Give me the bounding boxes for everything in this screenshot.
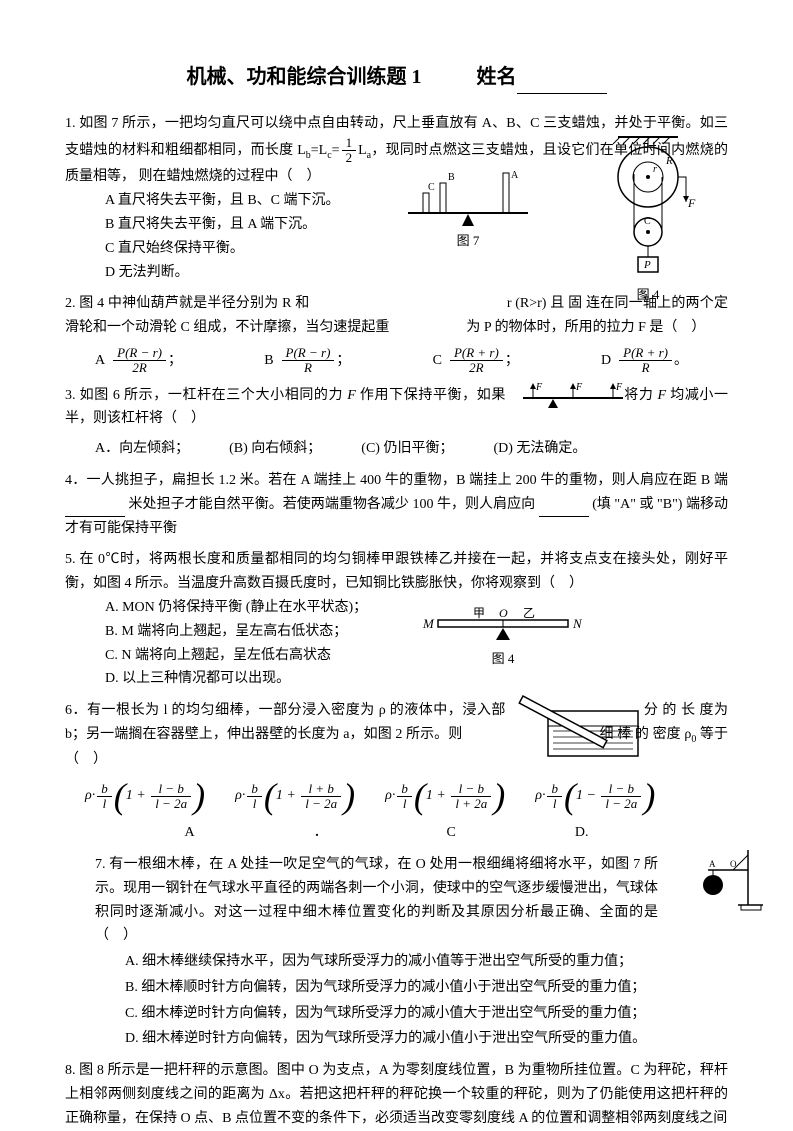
q3-opt-a: A．向左倾斜； — [95, 437, 189, 461]
svg-text:A: A — [709, 859, 716, 869]
svg-text:N: N — [572, 616, 583, 631]
q6-formula-2: ρ·bl(1 + l + bl − 2a) — [235, 782, 355, 812]
rod-balance-icon: M N 甲 O 乙 — [418, 606, 588, 646]
q1-sub-c: c — [327, 150, 331, 161]
svg-text:F: F — [535, 382, 543, 393]
fig4-rod-caption: 图 4 — [418, 648, 588, 670]
rod-liquid-icon — [518, 691, 648, 761]
frac-num: 1 — [342, 136, 357, 151]
svg-text:R: R — [665, 155, 673, 167]
question-2: 2. 图 4 中神仙葫芦就是半径分别为 R 和 r (R>r) 且 固 连在同一… — [65, 292, 728, 375]
q7-opt-c: C. 细木棒逆时针方向偏转，因为气球所受浮力的减小值大于泄出空气所受的重力值； — [95, 1002, 728, 1026]
svg-text:P: P — [643, 259, 651, 271]
q3-f1: F — [347, 388, 356, 403]
lever-forces-icon: F F F — [518, 380, 628, 410]
q1-sub-b: b — [306, 150, 311, 161]
question-8: 8. 图 8 所示是一把杆秤的示意图。图中 O 为支点，A 为零刻度线位置，B … — [65, 1059, 728, 1130]
svg-text:O: O — [499, 606, 508, 620]
q2-text-a: 2. 图 4 中神仙葫芦就是半径分别为 R 和 — [65, 296, 309, 311]
name-blank[interactable] — [517, 93, 607, 94]
q6-lbl-a: A — [184, 821, 194, 845]
name-label: 姓名 — [477, 66, 517, 88]
q6-formula-4: ρ·bl(1 − l − bl − 2a) — [535, 782, 655, 812]
question-4: 4．一人挑担子，扁担长 1.2 米。若在 A 端挂上 400 牛的重物，B 端挂… — [65, 469, 728, 540]
q2-opt-b: BP(R − r)R； — [264, 346, 350, 376]
question-3: 3. 如图 6 所示，一杠杆在三个大小相同的力 F 作用下保持平衡，如果 将力 … — [65, 384, 728, 461]
name-field: 姓名 — [477, 60, 607, 94]
svg-text:r: r — [653, 164, 657, 175]
svg-text:F: F — [687, 196, 696, 210]
svg-text:乙: 乙 — [523, 606, 535, 620]
q2-opt-d: DP(R + r)R。 — [601, 346, 688, 376]
svg-text:A: A — [511, 170, 519, 181]
q6-lbl-c: C — [447, 821, 456, 845]
q3-text-b: 作用下保持平衡，如果 — [356, 388, 506, 403]
figure-2 — [518, 691, 648, 761]
figure-4-pulley: R r C F P 图 4 — [598, 132, 698, 306]
figure-7-balloon: O A — [703, 845, 768, 920]
q5-text-a: 5. 在 0℃时，将两根长度和质量都相同的均匀铜棒甲跟铁棒乙并接在一起，并将支点… — [65, 552, 728, 591]
question-7: 7. 有一根细木棒，在 A 处挂一吹足空气的气球，在 O 处用一根细绳将细将水平… — [65, 853, 728, 1051]
q3-text-a: 3. 如图 6 所示，一杠杆在三个大小相同的力 — [65, 388, 347, 403]
svg-text:C: C — [428, 182, 435, 193]
q5-opt-b: B. M 端将向上翘起，呈左高右低状态； — [65, 620, 728, 644]
question-6: 6．有一根长为 l 的均匀细棒，一部分浸入密度为 ρ 的液体中，浸入部 分 的 … — [65, 699, 728, 845]
q8-text: 8. 图 8 所示是一把杆秤的示意图。图中 O 为支点，A 为零刻度线位置，B … — [65, 1063, 728, 1126]
q6-formula-1: ρ·bl(1 + l − bl − 2a) — [85, 782, 205, 812]
q3-text-c: 将力 — [624, 388, 657, 403]
q2-options: AP(R − r)2R； BP(R − r)R； CP(R + r)2R； DP… — [65, 346, 728, 376]
q5-opt-c: C. N 端将向上翘起，呈左低右高状态 — [65, 644, 728, 668]
svg-text:C: C — [644, 216, 651, 227]
q7-text: 7. 有一根细木棒，在 A 处挂一吹足空气的气球，在 O 处用一根细绳将细将水平… — [95, 853, 728, 948]
q6-text-a: 6．有一根长为 l 的均匀细棒，一部分浸入密度为 ρ 的液体中，浸入部 — [65, 703, 506, 718]
svg-text:B: B — [448, 172, 455, 183]
q6-lbl-b: ． — [314, 821, 328, 845]
q3-opt-b: (B) 向右倾斜； — [229, 437, 321, 461]
svg-text:F: F — [575, 382, 583, 393]
q2-text-c: 为 P 的物体时，所用的拉力 F 是（ ） — [466, 320, 705, 335]
q7-opt-b: B. 细木棒顺时针方向偏转，因为气球所受浮力的减小值小于泄出空气所受的重力值； — [95, 976, 728, 1000]
q4-text-b: 米处担子才能自然平衡。若使两端重物各减少 100 牛，则人肩应向 — [129, 497, 536, 512]
frac-den: 2 — [342, 151, 357, 165]
fraction-half: 12 — [342, 136, 357, 166]
q2-opt-a: AP(R − r)2R； — [95, 346, 182, 376]
svg-text:甲: 甲 — [473, 606, 485, 620]
q3-options: A．向左倾斜； (B) 向右倾斜； (C) 仍旧平衡； (D) 无法确定。 — [65, 437, 728, 461]
q2-opt-c: CP(R + r)2R； — [433, 346, 519, 376]
q6-labels: A ． C D. — [65, 821, 728, 845]
q7-opt-d: D. 细木棒逆时针方向偏转，因为气球所受浮力的减小值小于泄出空气所受的重力值。 — [95, 1027, 728, 1051]
svg-text:F: F — [615, 382, 623, 393]
figure-6: F F F — [518, 380, 628, 410]
q4-blank-1[interactable] — [65, 503, 125, 517]
lever-candles-icon: C B A — [398, 168, 538, 228]
q4-text-a: 4．一人挑担子，扁担长 1.2 米。若在 A 端挂上 400 牛的重物，B 端挂… — [65, 473, 728, 488]
question-1: 1. 如图 7 所示，一把均匀直尺可以绕中点自由转动，尺上垂直放有 A、B、C … — [65, 112, 728, 284]
svg-text:M: M — [422, 616, 435, 631]
gourd-pulley-icon: R r C F P — [598, 132, 698, 282]
page-title: 机械、功和能综合训练题 1 姓名 — [65, 60, 728, 94]
fig7-caption: 图 7 — [398, 230, 538, 252]
q4-blank-2[interactable] — [539, 503, 589, 517]
title-text: 机械、功和能综合训练题 1 — [187, 66, 422, 88]
figure-4-rod: M N 甲 O 乙 图 4 — [418, 606, 588, 670]
q5-opt-a: A. MON 仍将保持平衡 (静止在水平状态)； — [65, 596, 728, 620]
balloon-rod-icon: O A — [703, 845, 768, 920]
question-5: 5. 在 0℃时，将两根长度和质量都相同的均匀铜棒甲跟铁棒乙并接在一起，并将支点… — [65, 548, 728, 691]
q6-lbl-d: D. — [575, 821, 589, 845]
q3-f2: F — [658, 388, 667, 403]
q3-opt-c: (C) 仍旧平衡； — [361, 437, 453, 461]
svg-text:O: O — [730, 859, 737, 869]
figure-7: C B A 图 7 — [398, 168, 538, 252]
q3-opt-d: (D) 无法确定。 — [493, 437, 586, 461]
q5-opt-d: D. 以上三种情况都可以出现。 — [65, 667, 728, 691]
q6-formula-3: ρ·bl(1 + l − bl + 2a) — [385, 782, 505, 812]
q7-opt-a: A. 细木棒继续保持水平，因为气球所受浮力的减小值等于泄出空气所受的重力值； — [95, 950, 728, 974]
q6-formulas: ρ·bl(1 + l − bl − 2a) ρ·bl(1 + l + bl − … — [65, 782, 728, 812]
